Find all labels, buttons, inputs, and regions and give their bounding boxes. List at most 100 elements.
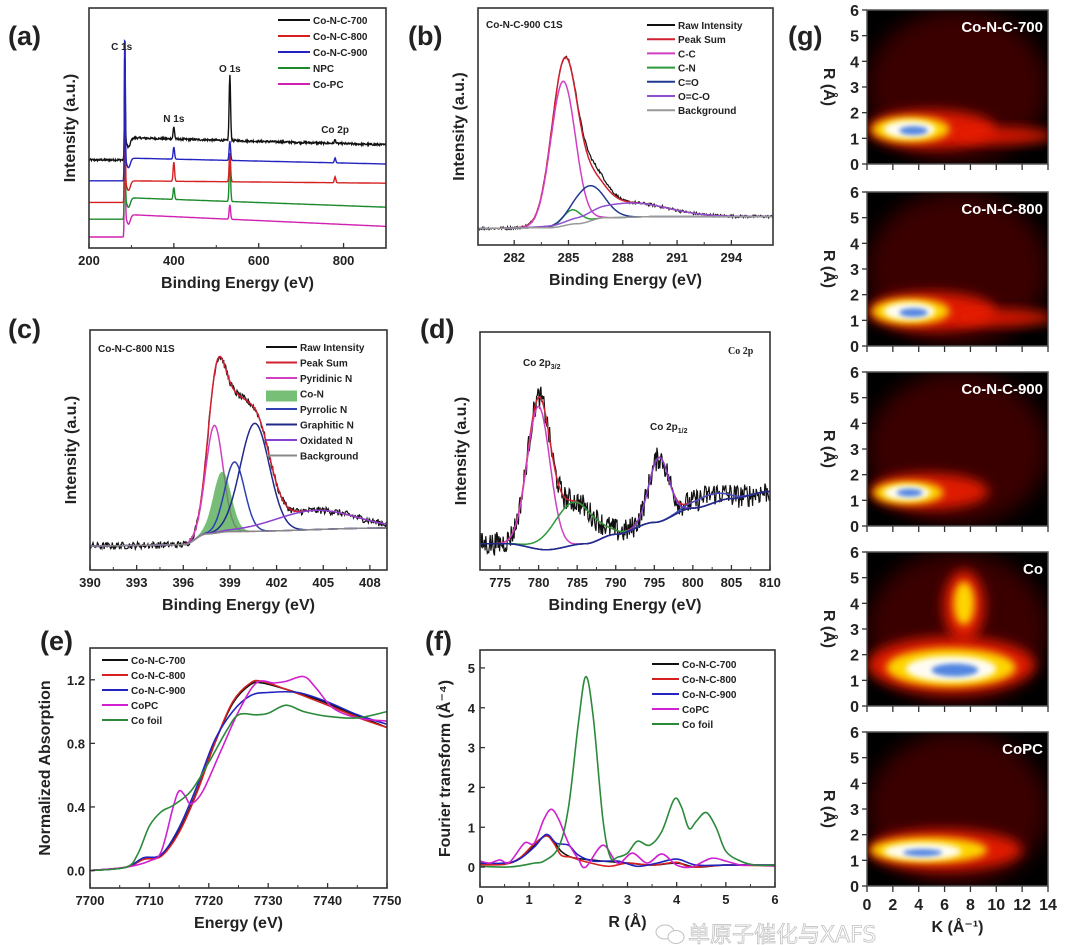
x-tick-label: 7740 [313,893,342,908]
legend-label: Background [678,106,736,117]
heatmap [867,372,1048,526]
y-tick-label: 2 [850,648,859,665]
inset-title: Co 2p [728,346,754,357]
y-axis-label: Intensity (a.u.) [451,72,468,180]
series-line-co-foil [90,704,387,872]
x-tick-label: 294 [721,250,743,265]
series-line-co-n-c-700 [89,58,386,163]
y-tick-label: 0 [850,157,859,174]
panel-b: (b) 282 285 288 291 294 Binding Energy (eV) Int… [408,7,774,289]
x-tick-label: 285 [558,250,580,265]
y-tick-label: 4 [468,701,476,716]
legend-item: Co foil [652,720,713,731]
legend-label: Co-N-C-800 [682,675,737,686]
heatmap-intensity-spot [899,308,928,317]
legend-label: CoPC [131,701,158,712]
y-tick-label: 3 [850,80,859,97]
legend-item: Raw Intensity [266,343,365,354]
x-tick-label: 8 [966,897,975,914]
series-line-peak-4 [480,456,770,551]
series-line-sum-1 [480,396,770,545]
legend-item: C-N [647,64,696,75]
y-tick-label: 3 [850,442,859,459]
x-tick-label: 6 [940,897,949,914]
y-axis-label: Intensity (a.u.) [63,396,80,504]
legend-item: Co-N-C-700 [102,656,186,667]
panel-a: (a) 200 400 600 800 Binding Energy (eV) Intens… [8,7,387,292]
x-tick-label: 800 [682,575,704,590]
legend-item: Graphitic N [266,421,354,432]
legend-label: Co-N-C-800 [131,671,186,682]
legend-item: NPC [278,64,334,75]
wechat-icon [655,924,685,944]
annotation-text: Co 2p [650,422,678,433]
panel-sample-name: Co-N-C-800 [961,201,1043,218]
heatmap [867,10,1048,164]
x-tick-label: 600 [248,253,270,268]
heatmap-intensity-spot [903,849,942,857]
legend-item: Co foil [102,716,162,727]
legend-label: Co-N-C-700 [131,656,186,667]
legend-item: Background [266,452,358,463]
series-line-raw-0 [480,386,770,556]
annotation-text: Co 2p [523,358,551,369]
x-tick-label: 200 [78,253,100,268]
x-tick-label: 2 [888,897,897,914]
legend-item: CoPC [652,705,709,716]
y-tick-label: 0 [468,860,475,875]
legend-item: Co-N-C-900 [278,48,368,59]
x-tick-label: 790 [605,575,627,590]
panel-sample-name: CoPC [1002,741,1043,758]
y-tick-label: 2 [468,780,475,795]
legend-item: Oxidated N [266,436,353,447]
series-line-c-c [478,80,773,230]
y-tick-label: 3 [850,262,859,279]
legend-item: CoPC [102,701,158,712]
legend-label: C-N [678,64,696,75]
series-line-co-n-c-900 [90,690,387,872]
heatmap [867,552,1048,706]
y-tick-label: 1 [850,131,859,148]
legend-label: Co-N-C-800 [313,32,368,43]
legend-swatch [266,390,297,402]
y-tick-label: 1 [850,673,859,690]
plot-frame [477,7,774,246]
heatmap [867,192,1048,346]
legend: Raw Intensity Peak Sum Pyridinic N Co-N Pyrr… [266,343,365,463]
legend-item: Pyridinic N [266,374,352,385]
y-tick-label: 4 [850,54,859,71]
plot-area [90,675,387,872]
legend-item: Co-N-C-800 [278,32,368,43]
series-line-co-n-c-800 [89,83,386,204]
y-axis-label: Normalized Absorption [37,680,54,855]
plot-frame [479,331,771,571]
legend-item: Co-N-C-900 [102,686,186,697]
heatmap [867,732,1048,886]
x-tick-label: 795 [643,575,665,590]
panel-label: (g) [788,21,822,51]
x-tick-label: 7700 [76,893,105,908]
x-tick-label: 775 [489,575,511,590]
y-axis-label: Intensity (a.u.) [453,397,470,505]
plot-area [478,55,773,231]
plot-frame [89,329,388,571]
x-tick-label: 402 [266,575,288,590]
legend-label: Raw Intensity [678,21,743,32]
legend-item: Background [647,106,736,117]
legend-label: Co-PC [313,80,344,91]
panel-label: (e) [40,626,73,656]
y-tick-label: 6 [850,365,859,382]
legend-item: Co-PC [278,80,344,91]
heatmap-intensity-spot [931,663,979,677]
y-tick-label: 1.2 [67,673,85,688]
series-line-npc [89,89,386,220]
y-tick-label: 0.0 [67,864,85,879]
legend-item: Co-N [266,390,324,402]
wavelet-panel-co-n-c-900: Co-N-C-900 0 1 2 3 4 5 6 R (Å) [820,365,1049,536]
y-tick-label: 3 [850,622,859,639]
x-tick-label: 0 [476,892,483,907]
y-axis-label: Fourier transform (Å⁻⁴) [435,680,454,857]
plot-frame [89,647,388,889]
